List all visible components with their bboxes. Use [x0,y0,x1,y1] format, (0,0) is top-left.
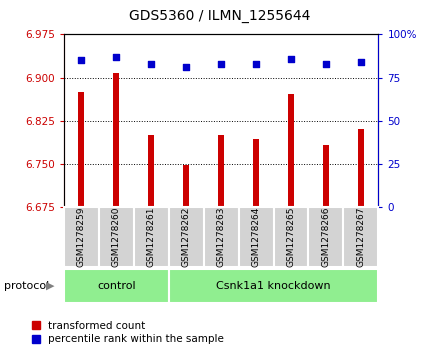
Bar [183,165,189,207]
Point [218,61,225,67]
Text: protocol: protocol [4,281,50,291]
Text: Csnk1a1 knockdown: Csnk1a1 knockdown [216,281,331,291]
Bar [99,207,134,267]
Text: GSM1278265: GSM1278265 [286,207,296,267]
Text: ▶: ▶ [46,281,55,291]
Text: GSM1278264: GSM1278264 [252,207,260,267]
Bar [308,207,344,267]
Text: GSM1278263: GSM1278263 [216,207,226,267]
Text: GSM1278267: GSM1278267 [356,207,366,267]
Bar [64,269,169,303]
Bar [113,73,119,207]
Text: GSM1278260: GSM1278260 [112,207,121,267]
Bar [323,145,329,207]
Text: GSM1278262: GSM1278262 [182,207,191,267]
Legend: transformed count, percentile rank within the sample: transformed count, percentile rank withi… [32,321,224,344]
Point [287,56,294,61]
Bar [169,207,204,267]
Text: GSM1278266: GSM1278266 [322,207,330,267]
Text: GSM1278259: GSM1278259 [77,207,86,267]
Point [183,64,190,70]
Bar [288,94,294,207]
Bar [169,269,378,303]
Text: GSM1278261: GSM1278261 [147,207,156,267]
Point [148,61,155,67]
Point [113,54,120,60]
Bar [238,207,274,267]
Point [78,57,85,63]
Bar [148,135,154,207]
Point [323,61,330,67]
Bar [134,207,169,267]
Bar [64,207,99,267]
Point [357,59,364,65]
Bar [204,207,238,267]
Bar [218,135,224,207]
Bar [78,92,84,207]
Bar [344,207,378,267]
Bar [274,207,308,267]
Point [253,61,260,67]
Bar [358,129,364,207]
Text: control: control [97,281,136,291]
Bar [253,139,259,207]
Text: GDS5360 / ILMN_1255644: GDS5360 / ILMN_1255644 [129,9,311,23]
